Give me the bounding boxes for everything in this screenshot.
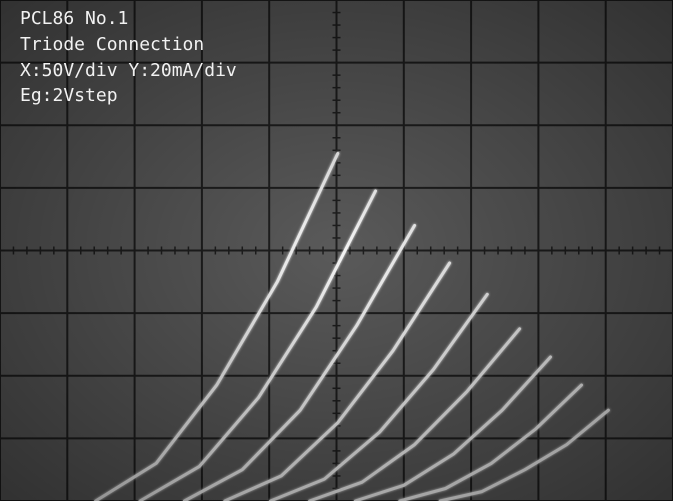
annotation: Eg:2Vstep xyxy=(20,85,118,106)
annotation: X:50V/div Y:20mA/div xyxy=(20,60,237,81)
chart-title: PCL86 No.1 xyxy=(20,8,128,29)
annotation: Triode Connection xyxy=(20,34,204,55)
